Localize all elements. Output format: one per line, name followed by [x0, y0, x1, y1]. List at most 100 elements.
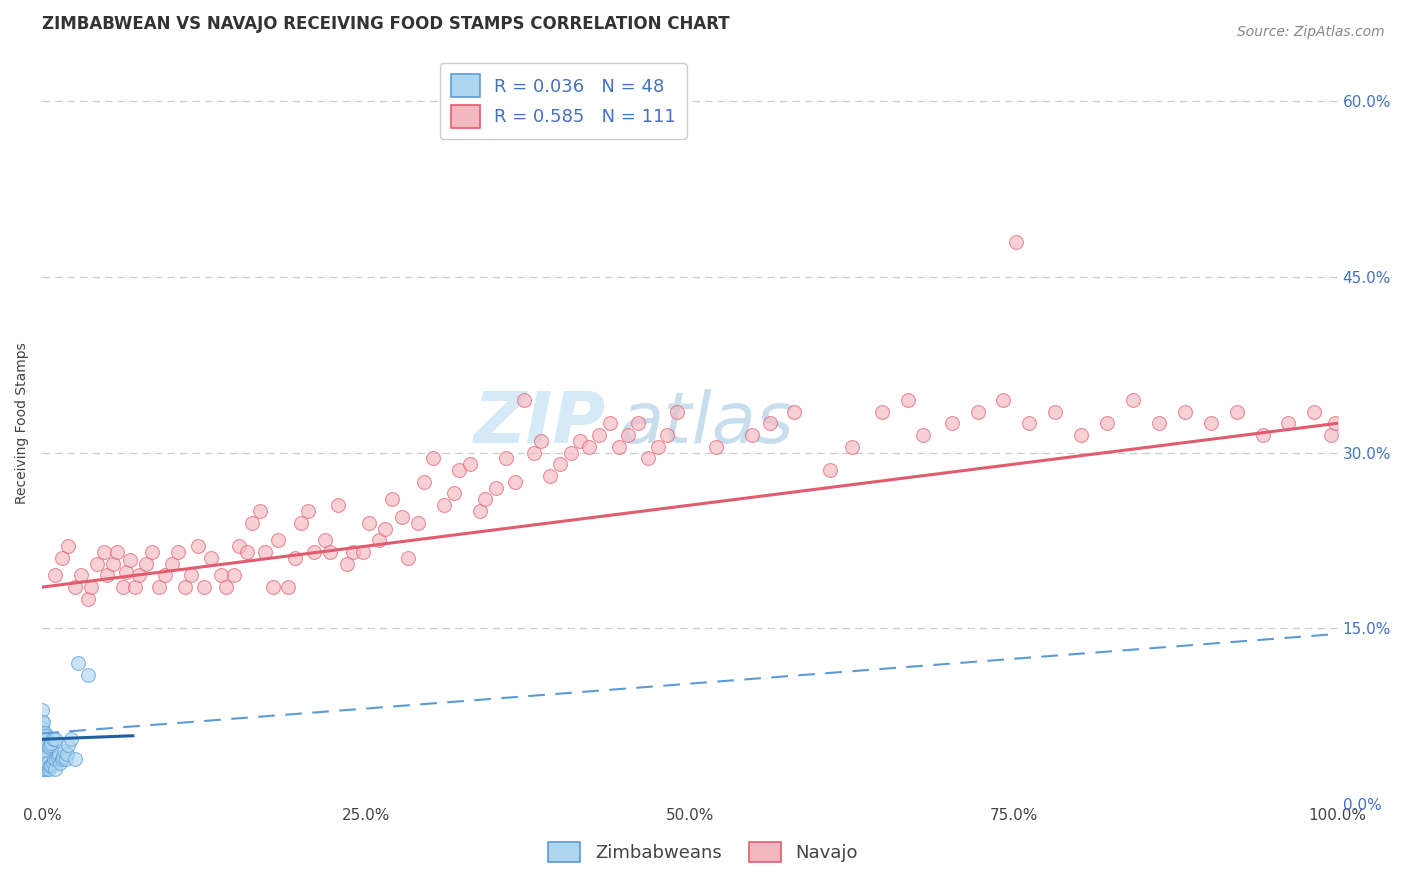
Point [41, 756, 63, 770]
Point [1251, 428, 1274, 442]
Point [31, 714, 53, 729]
Point [51, 752, 73, 766]
Point [468, 504, 491, 518]
Point [550, 457, 572, 471]
Point [31, 721, 53, 735]
Point [413, 475, 436, 489]
Point [193, 580, 215, 594]
Point [665, 404, 688, 418]
Point [39, 759, 62, 773]
Point [56, 539, 79, 553]
Point [1122, 392, 1144, 407]
Point [607, 440, 630, 454]
Point [530, 434, 553, 448]
Point [180, 568, 202, 582]
Point [277, 580, 299, 594]
Point [1174, 404, 1197, 418]
Point [249, 504, 271, 518]
Point [267, 533, 290, 548]
Point [42, 752, 65, 766]
Point [637, 451, 659, 466]
Point [449, 463, 471, 477]
Point [336, 557, 359, 571]
Point [433, 498, 456, 512]
Point [1147, 416, 1170, 430]
Point [41, 732, 63, 747]
Point [396, 550, 419, 565]
Point [124, 580, 146, 594]
Point [704, 440, 727, 454]
Point [111, 580, 134, 594]
Point [59, 732, 82, 747]
Point [240, 516, 263, 530]
Point [655, 428, 678, 442]
Point [63, 580, 86, 594]
Point [48, 747, 70, 762]
Point [96, 568, 118, 582]
Point [148, 580, 170, 594]
Point [31, 738, 53, 752]
Point [31, 762, 53, 776]
Point [209, 568, 232, 582]
Point [374, 522, 396, 536]
Point [523, 445, 546, 459]
Point [155, 568, 177, 582]
Point [599, 416, 621, 430]
Point [44, 732, 66, 747]
Point [228, 539, 250, 553]
Point [31, 756, 53, 770]
Point [187, 539, 209, 553]
Point [56, 738, 79, 752]
Point [32, 726, 55, 740]
Point [474, 492, 496, 507]
Legend: Zimbabweans, Navajo: Zimbabweans, Navajo [541, 834, 865, 870]
Point [381, 492, 404, 507]
Point [741, 428, 763, 442]
Point [31, 744, 53, 758]
Point [314, 533, 336, 548]
Point [103, 557, 125, 571]
Point [1095, 416, 1118, 430]
Point [1199, 416, 1222, 430]
Y-axis label: Receiving Food Stamps: Receiving Food Stamps [15, 343, 30, 504]
Point [1277, 416, 1299, 430]
Point [38, 740, 60, 755]
Point [31, 703, 53, 717]
Point [31, 726, 53, 740]
Point [484, 481, 506, 495]
Point [128, 568, 150, 582]
Point [1005, 235, 1028, 249]
Point [39, 736, 62, 750]
Point [51, 550, 73, 565]
Point [80, 580, 103, 594]
Point [647, 440, 669, 454]
Point [588, 428, 610, 442]
Point [302, 545, 325, 559]
Point [1018, 416, 1040, 430]
Point [912, 428, 935, 442]
Point [34, 744, 56, 758]
Point [342, 545, 364, 559]
Text: ZIMBABWEAN VS NAVAJO RECEIVING FOOD STAMPS CORRELATION CHART: ZIMBABWEAN VS NAVAJO RECEIVING FOOD STAM… [42, 15, 730, 33]
Point [319, 545, 342, 559]
Text: Source: ZipAtlas.com: Source: ZipAtlas.com [1237, 25, 1385, 39]
Point [35, 747, 58, 762]
Point [44, 762, 66, 776]
Point [120, 553, 142, 567]
Point [76, 668, 98, 682]
Point [1320, 428, 1343, 442]
Point [870, 404, 893, 418]
Point [627, 416, 650, 430]
Point [86, 557, 108, 571]
Point [495, 451, 517, 466]
Point [160, 557, 183, 571]
Point [52, 749, 75, 764]
Point [39, 758, 62, 772]
Point [458, 457, 481, 471]
Point [1226, 404, 1249, 418]
Point [326, 498, 349, 512]
Point [560, 445, 582, 459]
Point [290, 516, 312, 530]
Point [759, 416, 782, 430]
Point [368, 533, 391, 548]
